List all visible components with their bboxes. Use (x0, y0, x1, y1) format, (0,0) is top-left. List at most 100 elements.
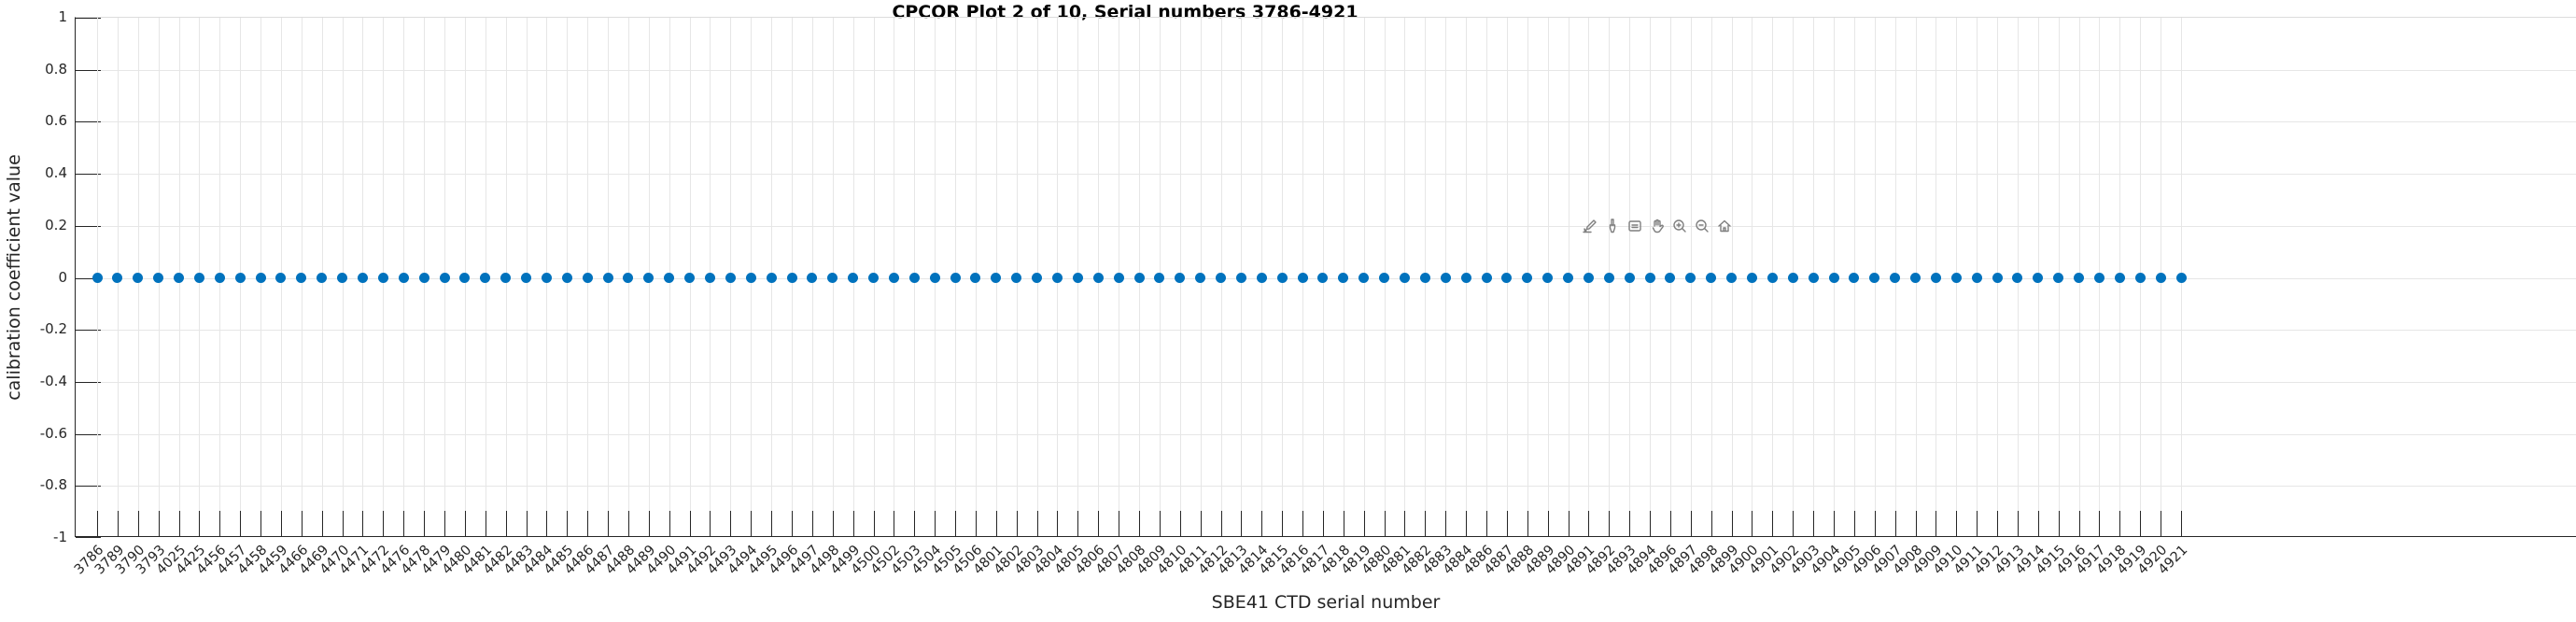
y-tick-label: 0 (58, 268, 67, 286)
data-point (1481, 273, 1492, 283)
data-point (1501, 273, 1513, 283)
x-tick-mark (1098, 511, 1100, 536)
pan-icon[interactable] (1648, 216, 1667, 236)
data-point (970, 273, 981, 283)
x-tick-mark (1997, 511, 1999, 536)
data-point (745, 273, 756, 283)
x-tick-mark (1159, 511, 1161, 536)
y-gridline (76, 433, 2576, 435)
y-tick-mark (76, 277, 101, 279)
data-point (317, 273, 328, 283)
data-point (275, 273, 287, 283)
x-tick-mark (1793, 511, 1795, 536)
data-point (1460, 273, 1471, 283)
data-point (1869, 273, 1880, 283)
x-tick-mark (1302, 511, 1304, 536)
x-tick-mark (832, 511, 834, 536)
x-tick-mark (1731, 511, 1733, 536)
y-gridline (76, 174, 2576, 176)
data-point (929, 273, 940, 283)
x-tick-mark (1404, 511, 1406, 536)
x-tick-mark (280, 511, 282, 536)
datatips-icon[interactable] (1626, 216, 1644, 236)
x-tick-mark (137, 511, 139, 536)
data-point (133, 273, 144, 283)
x-tick-mark (1445, 511, 1447, 536)
x-tick-mark (1036, 511, 1038, 536)
x-tick-mark (2140, 511, 2142, 536)
data-point (1685, 273, 1696, 283)
data-point (1563, 273, 1574, 283)
home-icon[interactable] (1715, 216, 1734, 236)
x-tick-mark (1669, 511, 1671, 536)
data-point (766, 273, 777, 283)
y-tick-mark (76, 486, 101, 488)
x-tick-mark (464, 511, 466, 536)
data-point (234, 273, 246, 283)
y-tick-label: 1 (58, 8, 67, 25)
x-tick-mark (873, 511, 875, 536)
x-tick-mark (975, 511, 977, 536)
data-point (2175, 273, 2187, 283)
data-point (1971, 273, 1982, 283)
data-point (868, 273, 880, 283)
x-tick-mark (219, 511, 221, 536)
y-gridline (76, 330, 2576, 332)
x-tick-mark (1977, 511, 1978, 536)
x-tick-mark (2017, 511, 2019, 536)
plot-area[interactable] (75, 17, 2576, 538)
data-point (1235, 273, 1246, 283)
x-tick-mark (424, 511, 426, 536)
x-tick-mark (1139, 511, 1140, 536)
data-point (725, 273, 736, 283)
x-tick-mark (1834, 511, 1835, 536)
x-tick-mark (1322, 511, 1324, 536)
x-tick-mark (689, 511, 691, 536)
data-point (174, 273, 185, 283)
x-tick-mark (1915, 511, 1917, 536)
data-point (1175, 273, 1186, 283)
x-tick-mark (526, 511, 528, 536)
data-point (153, 273, 164, 283)
x-tick-mark (383, 511, 385, 536)
zoom-out-icon[interactable] (1693, 216, 1711, 236)
x-tick-mark (444, 511, 445, 536)
data-point (255, 273, 266, 283)
y-tick-label: -1 (53, 529, 67, 545)
data-point (888, 273, 899, 283)
data-point (480, 273, 491, 283)
x-tick-mark (567, 511, 569, 536)
x-tick-mark (935, 511, 936, 536)
y-tick-mark (76, 225, 101, 227)
data-point (296, 273, 307, 283)
y-tick-label: -0.4 (39, 372, 67, 389)
y-tick-label: 0.6 (45, 112, 67, 130)
x-tick-mark (1466, 511, 1468, 536)
x-tick-mark (1200, 511, 1202, 536)
x-tick-mark (301, 511, 303, 536)
data-point (848, 273, 859, 283)
x-tick-mark (2119, 511, 2121, 536)
x-tick-mark (2181, 511, 2182, 536)
data-point (357, 273, 368, 283)
brush-icon[interactable] (1603, 216, 1622, 236)
y-tick-mark (76, 69, 101, 71)
data-point (377, 273, 388, 283)
data-point (1624, 273, 1635, 283)
x-tick-mark (1568, 511, 1570, 536)
x-tick-mark (1527, 511, 1528, 536)
export-icon[interactable] (1581, 216, 1599, 236)
x-tick-mark (240, 511, 242, 536)
x-tick-mark (627, 511, 629, 536)
data-point (664, 273, 675, 283)
data-point (1399, 273, 1410, 283)
data-point (991, 273, 1002, 283)
data-point (561, 273, 572, 283)
zoom-in-icon[interactable] (1670, 216, 1689, 236)
y-gridline (76, 381, 2576, 383)
x-tick-mark (771, 511, 773, 536)
data-point (1072, 273, 1083, 283)
x-tick-mark (1690, 511, 1692, 536)
x-tick-mark (669, 511, 670, 536)
data-point (807, 273, 818, 283)
